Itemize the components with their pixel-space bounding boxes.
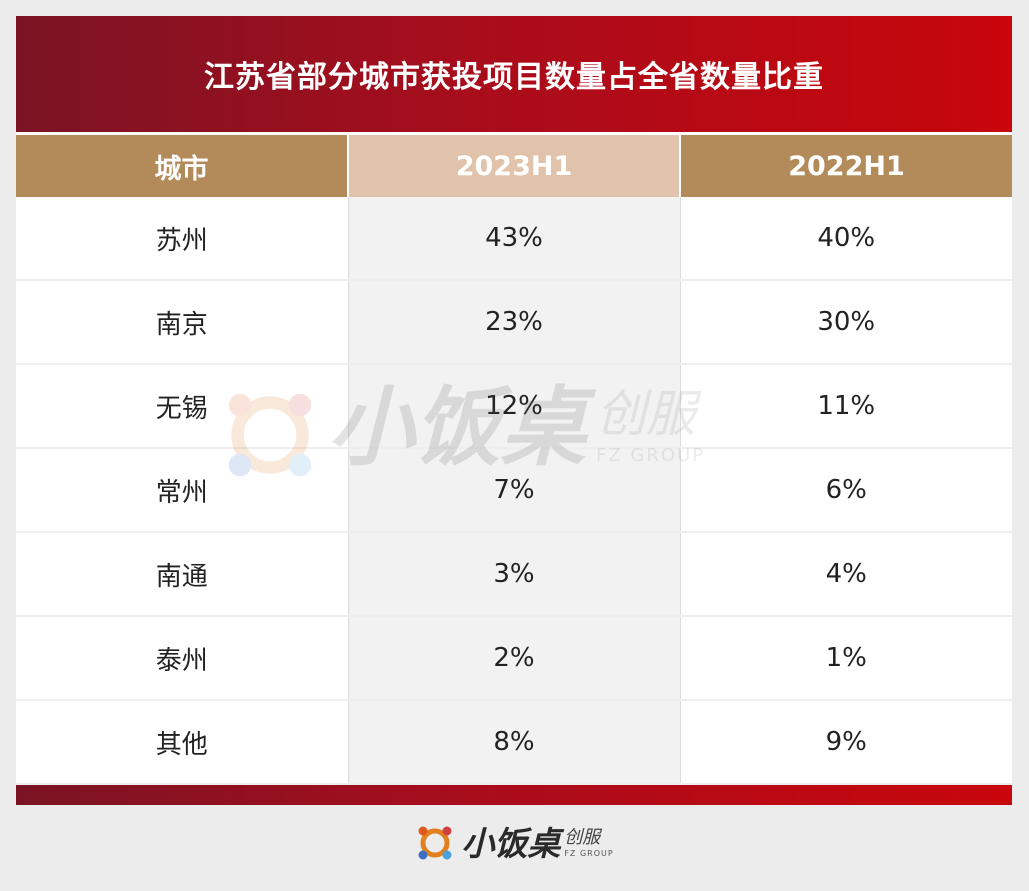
brand-logo-icon [418, 826, 452, 860]
header-2023h1: 2023H1 [347, 135, 680, 197]
table-title-bar: 江苏省部分城市获投项目数量占全省数量比重 [16, 16, 1012, 132]
brand-sub: 创服 [564, 826, 601, 848]
header-2022h1: 2022H1 [679, 135, 1012, 197]
value-2023h1-cell: 43% [347, 197, 680, 281]
value-2023h1-cell: 23% [347, 280, 680, 365]
table-row: 泰州 2% 1% [16, 616, 1012, 701]
data-table: 城市 2023H1 2022H1 苏州 43% 40% 南京 23% 30% 无… [16, 135, 1012, 785]
table-row: 常州 7% 6% [16, 448, 1012, 533]
city-cell: 泰州 [16, 616, 348, 701]
table-title: 江苏省部分城市获投项目数量占全省数量比重 [204, 60, 824, 95]
table-row: 南通 3% 4% [16, 532, 1012, 617]
header-row: 城市 2023H1 2022H1 [16, 135, 1012, 197]
value-2022h1-cell: 4% [679, 532, 1012, 617]
brand-name: 小饭桌 [461, 823, 561, 863]
brand-tagline: FZ GROUP [564, 848, 614, 858]
city-cell: 南通 [16, 532, 348, 617]
city-cell: 常州 [16, 448, 348, 533]
value-2022h1-cell: 6% [679, 448, 1012, 533]
table-card: 江苏省部分城市获投项目数量占全省数量比重 城市 2023H1 2022H1 苏州… [16, 16, 1012, 805]
title-divider [16, 132, 1012, 135]
table-row: 苏州 43% 40% [16, 197, 1012, 281]
value-2023h1-cell: 12% [347, 364, 680, 449]
value-2023h1-cell: 8% [347, 700, 680, 785]
value-2022h1-cell: 40% [679, 197, 1012, 281]
city-cell: 南京 [16, 280, 348, 365]
table-bottom-bar [16, 785, 1012, 805]
city-cell: 其他 [16, 700, 348, 785]
value-2022h1-cell: 9% [679, 700, 1012, 785]
value-2023h1-cell: 7% [347, 448, 680, 533]
city-cell: 苏州 [16, 197, 348, 281]
value-2023h1-cell: 2% [347, 616, 680, 701]
value-2022h1-cell: 30% [679, 280, 1012, 365]
value-2022h1-cell: 1% [679, 616, 1012, 701]
table-row: 无锡 12% 11% [16, 364, 1012, 449]
table-row: 南京 23% 30% [16, 280, 1012, 365]
header-city: 城市 [16, 135, 348, 197]
value-2023h1-cell: 3% [347, 532, 680, 617]
footer-brand: 小饭桌 创服 FZ GROUP [0, 818, 1029, 868]
value-2022h1-cell: 11% [679, 364, 1012, 449]
table-row: 其他 8% 9% [16, 700, 1012, 785]
city-cell: 无锡 [16, 364, 348, 449]
